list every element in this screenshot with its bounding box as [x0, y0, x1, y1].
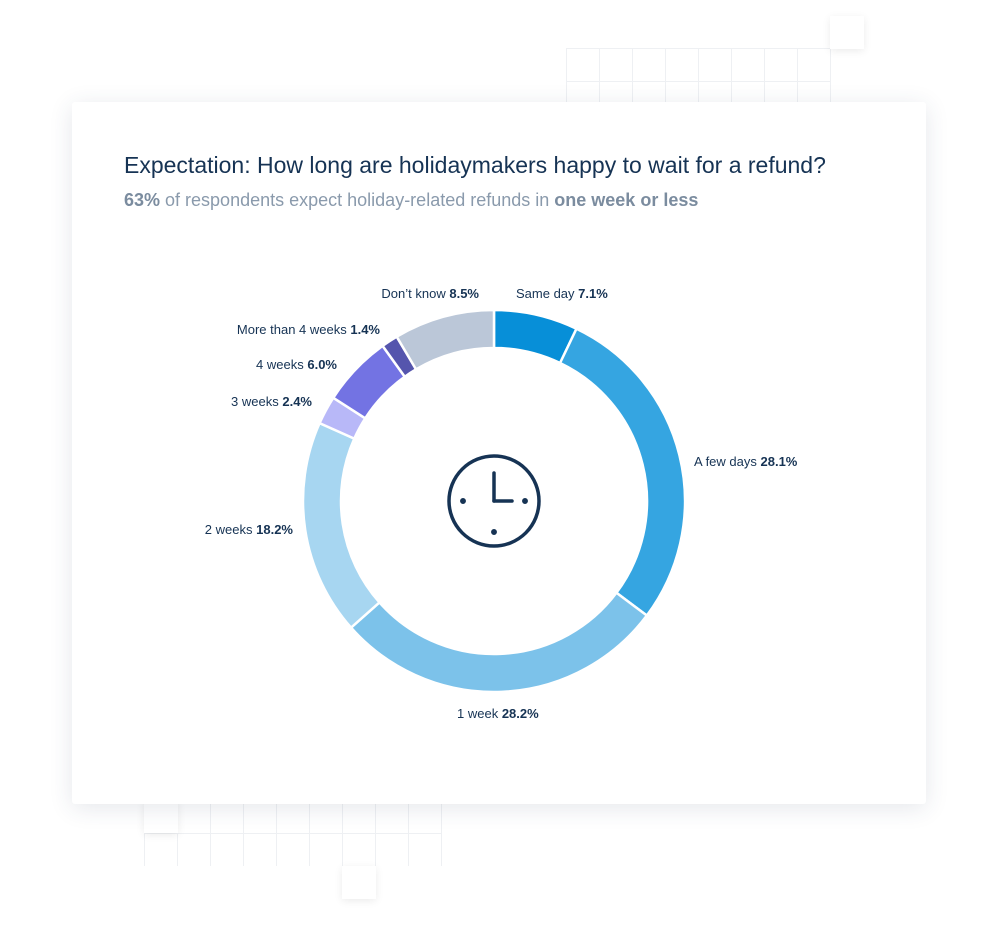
chart-subtitle: 63% of respondents expect holiday-relate…	[124, 190, 698, 211]
slice-label-name: 4 weeks	[256, 357, 304, 372]
slice-label-name: More than 4 weeks	[236, 322, 347, 337]
slice-label-name: A few days	[694, 454, 757, 469]
background-tile	[830, 16, 864, 49]
slice-label-value: 1.4%	[350, 322, 380, 337]
slice-label-value: 2.4%	[282, 394, 312, 409]
clock-icon	[447, 454, 541, 548]
background-tile	[342, 866, 376, 899]
slice-label-value: 18.2%	[256, 522, 293, 537]
background-grid	[144, 800, 442, 866]
slice-label: 4 weeks 6.0%	[256, 357, 337, 372]
subtitle-text: of respondents expect holiday-related re…	[160, 190, 555, 210]
chart-card: Expectation: How long are holidaymakers …	[72, 102, 926, 804]
slice-label: Don’t know 8.5%	[381, 286, 479, 301]
slice-label: 3 weeks 2.4%	[231, 394, 312, 409]
slice-label-name: 2 weeks	[204, 522, 253, 537]
subtitle-emphasis: one week or less	[554, 190, 699, 210]
slice-label-name: Don’t know	[381, 286, 446, 301]
subtitle-highlight: 63%	[124, 190, 161, 210]
slice-label-name: Same day	[516, 286, 575, 301]
donut-slice-a-few-days	[558, 327, 687, 618]
slice-label: 1 week 28.2%	[457, 706, 539, 721]
donut-chart	[301, 308, 687, 694]
slice-label: More than 4 weeks 1.4%	[237, 322, 380, 337]
background-tile	[144, 800, 178, 833]
background-grid	[566, 48, 831, 104]
slice-label-value: 28.1%	[760, 454, 798, 469]
slice-label: A few days 28.1%	[694, 454, 797, 469]
slice-label-name: 1 week	[457, 706, 499, 721]
slice-label-value: 28.2%	[501, 706, 539, 721]
slice-label-value: 7.1%	[578, 286, 608, 301]
slice-label-value: 8.5%	[449, 286, 479, 301]
slice-label: Same day 7.1%	[516, 286, 608, 301]
slice-label-value: 6.0%	[307, 357, 337, 372]
slice-label-name: 3 weeks	[231, 394, 279, 409]
slice-label: 2 weeks 18.2%	[205, 522, 293, 537]
donut-slice-2-weeks	[301, 421, 382, 630]
donut-slice-1-week	[349, 591, 649, 694]
chart-title: Expectation: How long are holidaymakers …	[124, 152, 826, 178]
donut-slice-don-t-know	[394, 308, 496, 372]
